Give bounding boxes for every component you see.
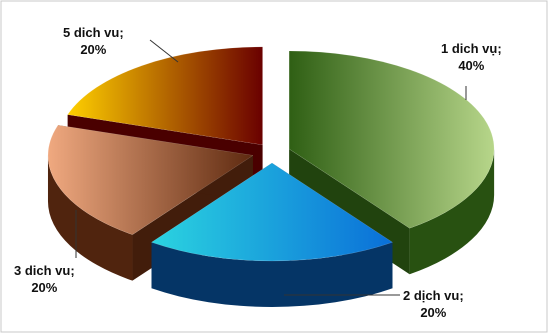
data-label-1-dich-vu: 1 dich vụ; 40% [441,41,502,73]
data-label-3-dich-vu: 3 dich vu; 20% [14,263,75,295]
data-label-2-dich-vu: 2 dịch vu; 20% [403,288,464,320]
data-label-5-dich-vu: 5 dich vu; 20% [63,25,124,57]
pie-slice-2 [150,162,394,307]
leader-line-4 [149,39,179,63]
